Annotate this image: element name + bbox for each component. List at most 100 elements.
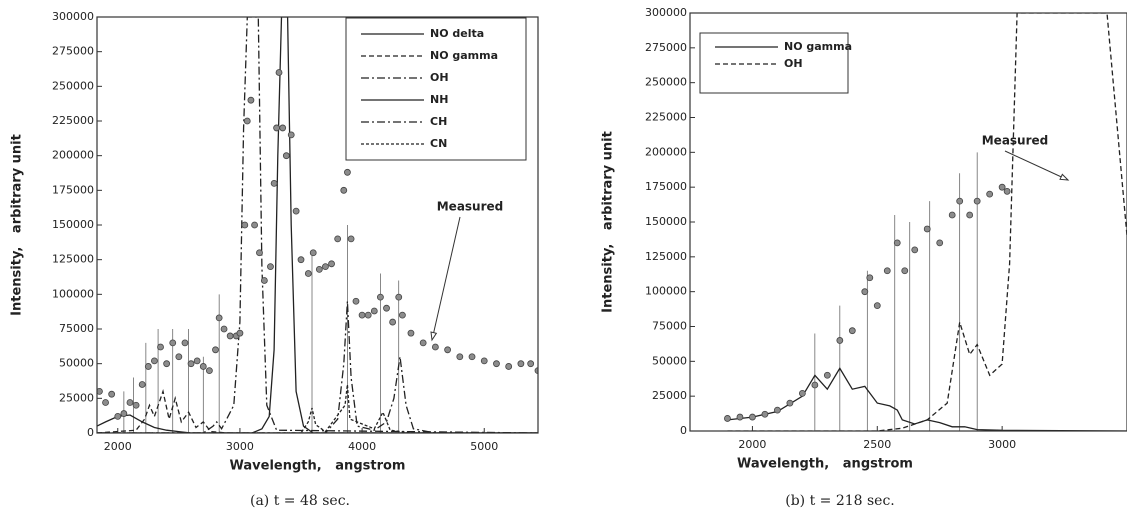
measured-point xyxy=(407,329,415,337)
measured-point xyxy=(279,124,287,132)
y-tick-label: 25000 xyxy=(652,389,687,402)
measured-point xyxy=(243,117,251,125)
measured-point xyxy=(340,186,348,194)
measured-point xyxy=(534,367,538,374)
measured-point xyxy=(395,293,403,301)
legend-label: CN xyxy=(430,137,447,150)
y-tick-label: 50000 xyxy=(652,354,687,367)
y-axis-label: Intensity, arbitrary unit xyxy=(10,134,25,316)
y-tick-label: 25000 xyxy=(59,391,94,404)
measured-point xyxy=(811,381,819,389)
measured-point xyxy=(389,318,397,326)
y-tick-label: 0 xyxy=(680,424,687,437)
measured-point xyxy=(220,325,228,333)
measured-point xyxy=(282,152,290,160)
y-tick-label: 300000 xyxy=(645,6,687,19)
y-tick-label: 200000 xyxy=(645,145,687,158)
series-line xyxy=(97,17,538,433)
measured-point xyxy=(260,277,268,284)
measured-point xyxy=(226,332,234,340)
measured-point xyxy=(297,256,305,264)
measured-point xyxy=(169,339,177,347)
measured-point xyxy=(247,96,255,104)
measured-point xyxy=(256,249,263,257)
measured-point xyxy=(736,413,744,421)
measured-point xyxy=(786,399,794,407)
measured-point xyxy=(444,346,452,354)
measured-point xyxy=(114,412,122,420)
measured-point xyxy=(456,353,464,361)
legend-label: NH xyxy=(430,93,448,106)
measured-point xyxy=(468,353,476,361)
measured-point xyxy=(883,267,891,275)
y-tick-label: 75000 xyxy=(652,320,687,333)
arrow-head xyxy=(1059,173,1070,181)
measured-point xyxy=(270,179,278,187)
annotation: Measured xyxy=(437,200,504,214)
y-tick-label: 150000 xyxy=(645,215,687,228)
measured-point xyxy=(956,197,964,205)
measured-point xyxy=(138,381,146,388)
series-line xyxy=(727,13,1127,431)
plot-area xyxy=(724,13,1127,431)
measured-point xyxy=(287,131,295,139)
measured-point xyxy=(948,211,956,219)
measured-point xyxy=(334,235,342,243)
legend: NO gamma OH xyxy=(699,32,852,94)
series-line xyxy=(97,301,538,433)
measured-point xyxy=(157,343,164,351)
measured-point xyxy=(322,263,329,271)
y-tick-label: 125000 xyxy=(52,253,94,266)
legend-label: CH xyxy=(430,115,447,128)
y-tick-label: 50000 xyxy=(59,357,94,370)
measured-point xyxy=(998,183,1006,191)
measured-point xyxy=(315,265,323,273)
measured-point xyxy=(358,311,366,319)
y-tick-label: 175000 xyxy=(645,180,687,193)
x-tick-label: 4000 xyxy=(348,440,376,453)
measured-point xyxy=(923,225,931,233)
x-tick-label: 2500 xyxy=(863,438,891,451)
plot-area xyxy=(97,17,538,433)
x-tick-label: 5000 xyxy=(470,440,498,453)
measured-point xyxy=(431,343,439,351)
y-axis-label: Intensity, arbitrary unit xyxy=(601,131,616,313)
measured-point xyxy=(144,363,152,370)
y-tick-label: 275000 xyxy=(52,45,94,58)
series-line xyxy=(727,367,1127,431)
measured-point xyxy=(370,307,378,315)
measured-point xyxy=(187,360,195,368)
caption: (b) t = 218 sec. xyxy=(785,493,895,509)
measured-point xyxy=(966,211,974,219)
measured-point xyxy=(151,357,158,365)
legend: NO delta NO gamma OH NH CH CN xyxy=(345,17,527,161)
measured-point xyxy=(273,124,280,132)
measured-point xyxy=(749,413,756,421)
measured-point xyxy=(102,399,109,406)
measured-point xyxy=(973,197,981,205)
measured-point xyxy=(132,401,140,409)
measured-point xyxy=(347,235,355,243)
measured-point xyxy=(893,239,901,247)
measured-point xyxy=(861,288,869,296)
measured-point xyxy=(175,353,183,361)
y-tick-label: 150000 xyxy=(52,218,94,231)
measured-point xyxy=(761,410,769,418)
measured-point xyxy=(399,311,406,319)
measured-point xyxy=(275,69,283,76)
annotation-arrow xyxy=(1004,150,1069,181)
y-tick-label: 100000 xyxy=(645,285,687,298)
measured-point xyxy=(97,388,103,395)
measured-point xyxy=(267,263,274,271)
measured-point xyxy=(377,293,384,301)
legend-box xyxy=(345,17,527,161)
y-tick-label: 100000 xyxy=(52,287,94,300)
measured-point xyxy=(205,367,213,375)
y-tick-label: 225000 xyxy=(645,111,687,124)
series-line xyxy=(97,414,538,433)
y-tick-label: 125000 xyxy=(645,250,687,263)
legend-label: NO gamma xyxy=(430,49,498,62)
measured-point xyxy=(212,346,219,354)
